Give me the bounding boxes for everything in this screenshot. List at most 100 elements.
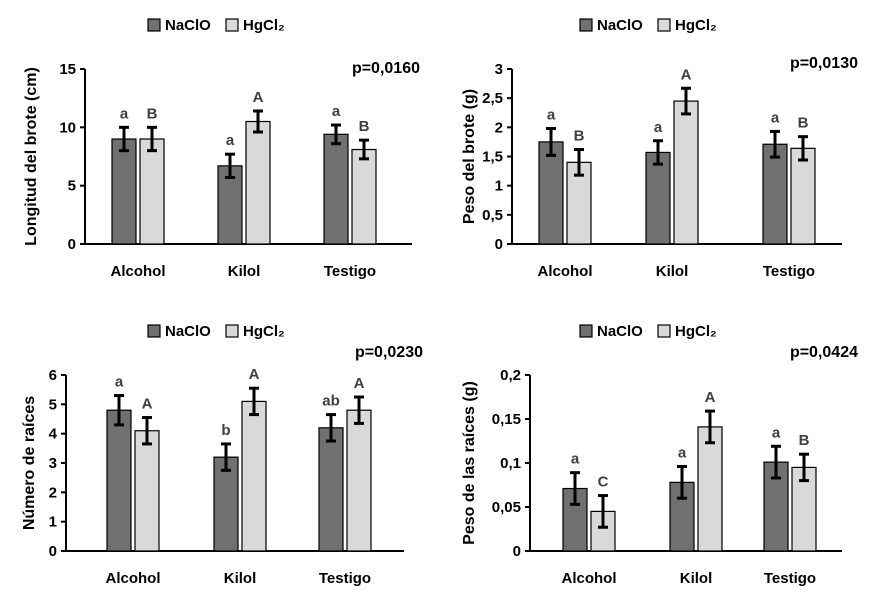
error-bar: [359, 138, 369, 161]
significance-label: a: [226, 132, 235, 149]
error-bar: [546, 127, 556, 157]
y-axis-label: Longitud del brote (cm): [23, 67, 40, 246]
error-bar: [253, 109, 263, 134]
y-tick-label: 2: [49, 484, 57, 501]
y-tick-label: 1: [49, 514, 57, 531]
bar-hgcl2-testigo: [790, 147, 816, 245]
significance-label: B: [799, 432, 810, 449]
bar-naclo-testigo: [318, 427, 344, 552]
error-bar: [677, 465, 687, 500]
bar-hgcl2-alcohol: [134, 430, 160, 552]
bar-naclo-testigo: [762, 143, 788, 245]
y-tick-label: 4: [49, 426, 58, 443]
y-axis-label: Peso del brote (g): [461, 89, 478, 224]
significance-label: B: [359, 118, 370, 135]
error-bar: [142, 416, 152, 446]
chart-panel-3: NaClO HgCl₂ p=0,0230 Número de raíces 0 1 2 3 4 5…: [21, 323, 423, 587]
x-category-label: Testigo: [764, 570, 816, 587]
y-tick-label: 0,05: [492, 499, 521, 516]
error-bar: [249, 386, 259, 417]
legend-swatch-1: [147, 18, 161, 32]
error-bar: [326, 413, 336, 443]
legend-label-1: NaClO: [597, 323, 643, 340]
x-category-label: Alcohol: [106, 570, 161, 587]
p-value: p=0,0424: [790, 344, 858, 361]
legend-label-2: HgCl₂: [243, 17, 285, 34]
bar-naclo-kilol: [213, 456, 239, 552]
error-bar: [119, 125, 129, 153]
significance-label: a: [332, 103, 341, 120]
y-tick-label: 2,5: [482, 90, 503, 107]
p-value: p=0,0160: [352, 60, 420, 77]
x-category-label: Alcohol: [562, 570, 617, 587]
legend-label-1: NaClO: [165, 323, 211, 340]
bar-naclo-alcohol: [106, 409, 132, 552]
error-bar: [653, 139, 663, 166]
y-tick-label: 0,5: [482, 207, 503, 224]
significance-label: A: [681, 66, 692, 83]
legend-label-2: HgCl₂: [243, 323, 285, 340]
legend-label-2: HgCl₂: [675, 17, 717, 34]
error-bar: [331, 123, 341, 146]
bar-hgcl2-kilol: [697, 426, 723, 552]
x-category-label: Alcohol: [111, 263, 166, 280]
significance-label: B: [574, 128, 585, 145]
y-tick-label: 2: [495, 119, 503, 136]
significance-label: a: [771, 109, 780, 126]
chart-panel-4: NaClO HgCl₂ p=0,0424 Peso de las raíces (g)…: [461, 323, 858, 587]
legend: NaClO HgCl₂: [579, 323, 717, 340]
y-tick-label: 0,2: [500, 367, 521, 384]
bar-naclo-kilol: [645, 151, 671, 245]
x-category-label: Kilol: [228, 263, 261, 280]
significance-label: b: [221, 422, 230, 439]
y-tick-label: 5: [49, 396, 57, 413]
y-tick-label: 3: [495, 61, 503, 78]
y-tick-label: 1: [495, 178, 503, 195]
y-tick-label: 0: [513, 543, 521, 560]
legend-swatch-2: [657, 18, 671, 32]
p-value: p=0,0130: [790, 55, 858, 72]
bar-hgcl2-kilol: [241, 400, 267, 552]
error-bar: [147, 125, 157, 153]
legend-swatch-1: [579, 18, 593, 32]
significance-label: C: [598, 474, 609, 491]
significance-label: ab: [322, 393, 340, 410]
x-category-label: Testigo: [324, 263, 376, 280]
significance-label: A: [354, 375, 365, 392]
significance-label: a: [654, 119, 663, 136]
significance-label: a: [772, 424, 781, 441]
x-category-label: Testigo: [763, 263, 815, 280]
significance-label: a: [678, 445, 687, 462]
bar-naclo-alcohol: [111, 138, 137, 245]
significance-label: A: [705, 389, 716, 406]
significance-label: a: [115, 374, 124, 391]
p-value: p=0,0230: [355, 344, 423, 361]
bar-hgcl2-kilol: [245, 120, 271, 245]
chart-panel-1: NaClO HgCl₂ p=0,0160 Longitud del brote (cm…: [23, 17, 420, 280]
x-category-label: Testigo: [319, 570, 371, 587]
error-bar: [114, 394, 124, 427]
y-tick-label: 15: [59, 61, 76, 78]
legend: NaClO HgCl₂: [147, 323, 285, 340]
bar-naclo-alcohol: [538, 141, 564, 245]
y-tick-label: 0,1: [500, 455, 521, 472]
y-axis-label: Número de raíces: [21, 396, 38, 530]
error-bar: [770, 129, 780, 159]
significance-label: A: [253, 89, 264, 106]
significance-label: B: [147, 105, 158, 122]
significance-label: a: [547, 107, 556, 124]
y-tick-label: 0: [495, 236, 503, 253]
legend-swatch-2: [225, 18, 239, 32]
legend-label-1: NaClO: [165, 17, 211, 34]
y-tick-label: 3: [49, 455, 57, 472]
bar-naclo-testigo: [323, 133, 349, 245]
significance-label: B: [798, 115, 809, 132]
significance-label: a: [120, 105, 129, 122]
error-bar: [570, 471, 580, 506]
significance-label: A: [249, 366, 260, 383]
y-tick-label: 0: [68, 236, 76, 253]
x-category-label: Kilol: [680, 570, 713, 587]
y-tick-label: 6: [49, 367, 57, 384]
y-axis-label: Peso de las raíces (g): [461, 381, 478, 545]
error-bar: [221, 442, 231, 472]
